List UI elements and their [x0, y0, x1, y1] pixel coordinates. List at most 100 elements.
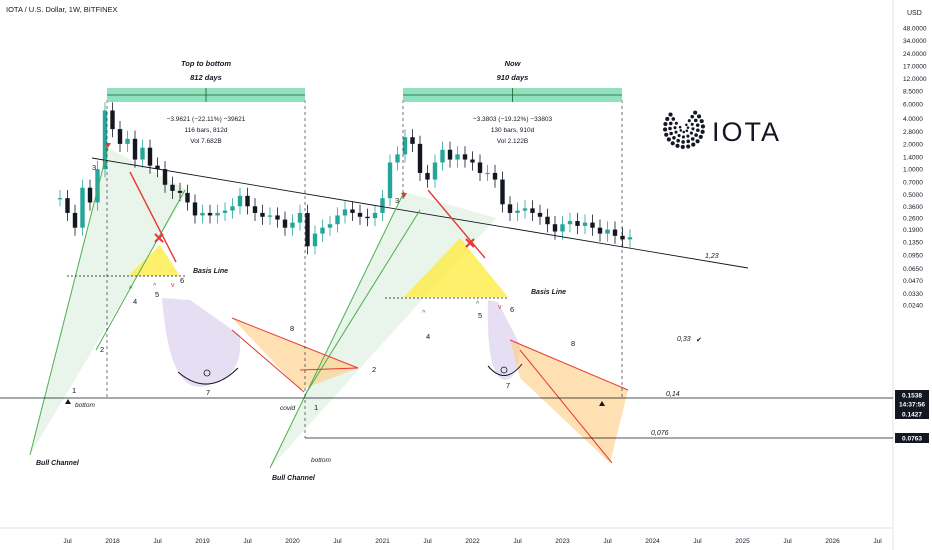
bottom-label: bottom: [311, 457, 331, 464]
price-tag-label: 0.1427: [902, 412, 922, 419]
logo-dot: [665, 116, 670, 122]
logo-dot: [686, 139, 691, 144]
chart-symbol-title: IOTA / U.S. Dollar, 1W, BITFINEX: [6, 5, 118, 14]
candle-body: [297, 212, 303, 223]
price-tag: [895, 390, 929, 400]
logo-dot: [681, 140, 685, 144]
x-tick-label: 2024: [645, 538, 660, 545]
x-axis-ticks: Jul 2018 Jul 2019 Jul 2020 Jul 2021 Jul 2022 Jul 20…: [63, 538, 882, 545]
y-tick-label: 0.0470: [903, 278, 923, 285]
y-tick-label: 34.0000: [903, 38, 927, 45]
wave-label: 6: [180, 276, 184, 285]
y-tick-label: 0.0950: [903, 252, 923, 259]
price-tag: [895, 409, 929, 419]
curve-purple-fill: [487, 300, 520, 380]
logo-dot: [671, 117, 676, 121]
y-tick-label: 0.1900: [903, 227, 923, 234]
candle-body: [177, 190, 183, 193]
measure-days: 910 days: [497, 73, 529, 82]
x-tick-label: 2025: [735, 538, 750, 545]
candle-body: [627, 237, 633, 240]
wave-label: 3: [395, 196, 399, 205]
x-tick-label: Jul: [153, 538, 162, 545]
logo-dot: [679, 129, 683, 132]
down-chevron: v: [171, 282, 175, 289]
up-chevron: ^: [476, 301, 480, 308]
logo-dot: [699, 119, 704, 124]
wedge-line-red: [509, 339, 629, 391]
candle-body: [230, 206, 235, 211]
covid-label: covid: [280, 405, 296, 412]
x-tick-label: Jul: [693, 538, 702, 545]
logo-dot: [681, 135, 685, 139]
logo-dot: [674, 121, 678, 125]
candle-body: [552, 224, 558, 232]
candle-body: [530, 208, 535, 213]
logo-dot: [686, 144, 691, 149]
check-icon: ✔: [696, 337, 702, 344]
candle-body: [162, 169, 168, 185]
candle-body: [357, 212, 363, 217]
drawing-layer: [30, 148, 628, 468]
candle-body: [447, 149, 453, 160]
logo-dot: [700, 129, 705, 134]
candle-body: [612, 229, 618, 236]
candle-body: [222, 210, 228, 213]
candle-body: [605, 229, 610, 234]
x-tick-label: Jul: [783, 538, 792, 545]
y-tick-label: 0.2600: [903, 216, 923, 223]
candle-body: [57, 198, 63, 200]
annotation-layer: Top to bottom 812 days −3.9621 (−22.11%) −…: [0, 59, 893, 482]
candle-body: [335, 215, 340, 225]
measure-stat: 116 bars, 812d: [185, 127, 228, 134]
x-tick-label: Jul: [603, 538, 612, 545]
candle-body: [125, 138, 130, 144]
candle-body: [132, 138, 138, 160]
y-tick-label: 2.0000: [903, 141, 923, 148]
candle-body: [425, 172, 430, 180]
logo-dot: [691, 127, 695, 131]
y-tick-label: 0.5000: [903, 192, 923, 199]
candle-body: [245, 195, 250, 207]
candle-body: [380, 198, 385, 213]
candle-body: [455, 154, 460, 160]
candle-body: [545, 216, 550, 225]
down-chevron: v: [498, 304, 502, 311]
x-tick-label: Jul: [513, 538, 522, 545]
candle-body: [200, 212, 205, 216]
logo-dot: [676, 138, 680, 143]
price-tags: 0.1538 14:37:56 0.1427 0.0763: [895, 390, 929, 443]
candle-body: [515, 210, 520, 213]
logo-dot: [666, 137, 671, 142]
candle-body: [590, 222, 595, 228]
measure-days: 812 days: [190, 73, 222, 82]
candle-body: [252, 206, 258, 213]
candle-body: [507, 204, 513, 213]
y-tick-label: 1.0000: [903, 167, 923, 174]
logo-dot: [687, 119, 691, 123]
candle-body: [267, 215, 273, 217]
y-tick-label: 17.0000: [903, 63, 927, 70]
y-tick-label: 0.1350: [903, 239, 923, 246]
candle-body: [395, 154, 400, 163]
bottom-arc: [487, 363, 523, 376]
x-tick-label: Jul: [423, 538, 432, 545]
up-chevron: ^: [129, 286, 133, 293]
candle-body: [305, 212, 310, 247]
face-icon: [500, 366, 508, 374]
logo-dot: [690, 122, 694, 126]
iota-logo-icon: [663, 110, 705, 150]
candle-body: [110, 110, 115, 130]
y-tick-label: 48.0000: [903, 26, 927, 33]
candle-body: [620, 235, 625, 240]
logo-dot: [673, 126, 677, 130]
price-tag: [895, 399, 929, 409]
candle-body: [72, 212, 78, 228]
logo-dot: [695, 123, 700, 127]
logo-dot: [693, 110, 698, 115]
logo-dot: [698, 134, 703, 139]
basis-line-label: Basis Line: [193, 268, 228, 275]
measure-stat: −3.9621 (−22.11%) −39621: [167, 116, 246, 123]
y-tick-label: 1.4000: [903, 154, 923, 161]
y-tick-label: 12.0000: [903, 76, 927, 83]
